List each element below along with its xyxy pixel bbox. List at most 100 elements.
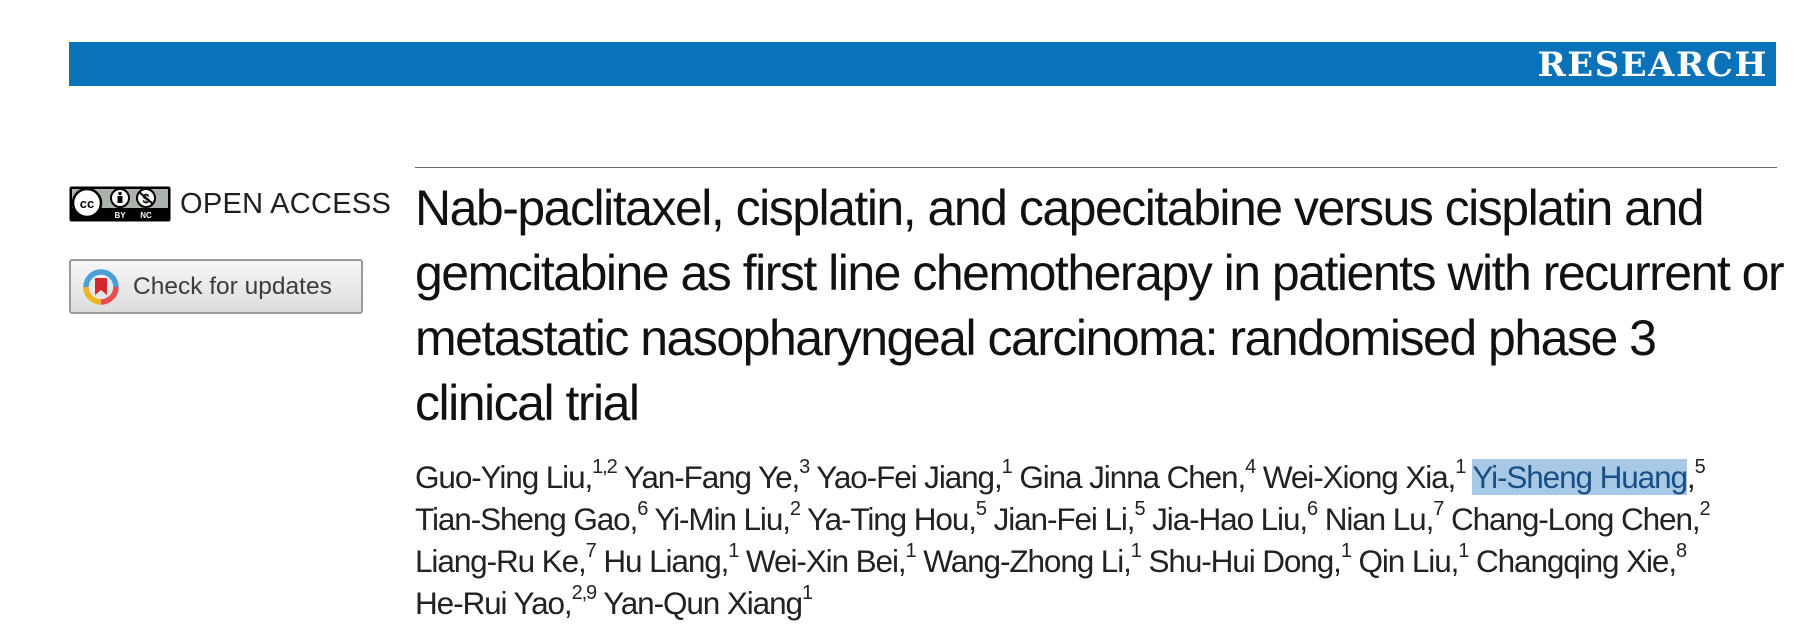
check-for-updates-button[interactable]: Check for updates: [69, 259, 363, 314]
author-list: Guo-Ying Liu,1,2 Yan-Fang Ye,3 Yao-Fei J…: [415, 456, 1812, 624]
author[interactable]: Wei-Xin Bei,1: [746, 540, 917, 579]
author-name: Qin Liu: [1358, 543, 1452, 579]
author[interactable]: Yan-Fang Ye,3: [623, 456, 811, 495]
author-name: Jia-Hao Liu: [1152, 501, 1300, 537]
author-name: Nian Lu: [1324, 501, 1427, 537]
author[interactable]: Nian Lu,7: [1324, 498, 1445, 537]
author-name: He-Rui Yao: [415, 585, 565, 621]
author-name: Ya-Ting Hou: [807, 501, 969, 537]
author[interactable]: Liang-Ru Ke,7: [415, 540, 597, 579]
affiliation-marker: 2: [1699, 498, 1711, 520]
affiliation-marker: 1: [1458, 540, 1469, 562]
author[interactable]: Gina Jinna Chen,4: [1019, 456, 1256, 495]
author-separator: ,: [897, 543, 907, 579]
cc-by-nc-icon[interactable]: cc $ BY NC: [69, 186, 171, 222]
author[interactable]: Ya-Ting Hou,5: [807, 499, 987, 537]
author-name: Yan-Fang Ye: [623, 459, 793, 495]
author-separator: ,: [629, 501, 639, 537]
author[interactable]: Yi-Min Liu,2: [654, 498, 801, 537]
author-name: Gina Jinna Chen: [1019, 459, 1238, 495]
author-separator: ,: [578, 543, 587, 579]
affiliation-marker: 6: [1307, 498, 1318, 520]
author-separator: ,: [563, 585, 573, 621]
author-separator: ,: [1333, 543, 1342, 579]
author[interactable]: Changqing Xie,8: [1475, 540, 1687, 579]
author-separator: ,: [1447, 459, 1457, 495]
author-separator: ,: [1299, 501, 1308, 537]
author[interactable]: Guo-Ying Liu,1,2: [415, 456, 618, 495]
author-name: Guo-Ying Liu: [415, 459, 586, 495]
affiliation-marker: 1,2: [592, 456, 618, 478]
svg-text:cc: cc: [80, 196, 94, 211]
author[interactable]: Yi-Sheng Huang,5: [1472, 456, 1706, 495]
author-separator: ,: [1686, 459, 1696, 495]
svg-text:BY: BY: [114, 211, 126, 220]
author-separator: ,: [720, 543, 730, 579]
author[interactable]: Wei-Xiong Xia,1: [1262, 456, 1467, 495]
affiliation-marker: 1: [905, 540, 917, 562]
author-name: Wang-Zhong Li: [923, 543, 1124, 579]
author-name: Yi-Sheng Huang: [1472, 459, 1688, 495]
open-access-label: OPEN ACCESS: [180, 187, 392, 220]
affiliation-marker: 5: [1694, 456, 1706, 478]
affiliation-marker: 6: [637, 498, 648, 520]
author-separator: ,: [782, 501, 791, 537]
author[interactable]: Tian-Sheng Gao,6: [415, 498, 648, 537]
author-line: Tian-Sheng Gao,6 Yi-Min Liu,2 Ya-Ting Ho…: [415, 498, 1812, 540]
affiliation-marker: 8: [1675, 540, 1687, 562]
author-line: He-Rui Yao,2,9 Yan-Qun Xiang1: [415, 582, 1812, 624]
section-header-bar: RESEARCH: [69, 42, 1776, 86]
affiliation-marker: 5: [1134, 498, 1145, 520]
author[interactable]: Chang-Long Chen,2: [1450, 498, 1711, 537]
affiliation-marker: 1: [801, 582, 813, 604]
author-separator: ,: [1126, 501, 1136, 537]
affiliation-marker: 7: [585, 540, 597, 562]
author-name: Jian-Fei Li: [993, 501, 1128, 537]
author[interactable]: Yao-Fei Jiang,1: [816, 456, 1013, 495]
author[interactable]: Shu-Hui Dong,1: [1148, 540, 1352, 579]
affiliation-marker: 1: [728, 540, 739, 562]
author-name: Chang-Long Chen: [1450, 501, 1693, 537]
author-separator: ,: [968, 501, 977, 537]
affiliation-marker: 4: [1245, 456, 1256, 478]
author-separator: ,: [584, 459, 594, 495]
author[interactable]: Yan-Qun Xiang1: [603, 582, 813, 621]
affiliation-marker: 7: [1433, 498, 1444, 520]
affiliation-marker: 1: [1455, 456, 1466, 478]
author-name: Liang-Ru Ke: [415, 543, 579, 579]
author-separator: ,: [1668, 543, 1677, 579]
author-separator: ,: [1691, 501, 1701, 537]
author-name: Tian-Sheng Gao: [415, 501, 631, 537]
affiliation-marker: 2,9: [571, 582, 598, 604]
title-divider: [415, 167, 1777, 168]
author-separator: ,: [791, 459, 800, 495]
author-separator: ,: [1237, 459, 1246, 495]
author-separator: ,: [1450, 543, 1460, 579]
author-name: Hu Liang: [603, 543, 721, 579]
author-line: Liang-Ru Ke,7 Hu Liang,1 Wei-Xin Bei,1 W…: [415, 540, 1812, 582]
crossmark-icon: [83, 268, 119, 305]
author-separator: ,: [1123, 543, 1132, 579]
affiliation-marker: 2: [789, 498, 801, 520]
author-name: Wei-Xiong Xia: [1262, 459, 1449, 495]
check-for-updates-label: Check for updates: [133, 272, 332, 300]
author-line: Guo-Ying Liu,1,2 Yan-Fang Ye,3 Yao-Fei J…: [415, 456, 1812, 498]
affiliation-marker: 1: [1001, 456, 1013, 478]
affiliation-marker: 1: [1130, 540, 1142, 562]
author[interactable]: Jian-Fei Li,5: [993, 498, 1146, 537]
author[interactable]: Qin Liu,1: [1358, 540, 1470, 579]
author[interactable]: Wang-Zhong Li,1: [923, 540, 1142, 579]
section-label: RESEARCH: [1537, 45, 1768, 85]
affiliation-marker: 1: [1340, 540, 1352, 562]
author-name: Shu-Hui Dong: [1148, 543, 1334, 579]
author-separator: ,: [993, 459, 1003, 495]
author-separator: ,: [1425, 501, 1435, 537]
svg-text:NC: NC: [140, 211, 152, 220]
author-name: Yi-Min Liu: [654, 501, 783, 537]
affiliation-marker: 3: [799, 456, 810, 478]
author[interactable]: Hu Liang,1: [603, 540, 739, 579]
author-name: Changqing Xie: [1475, 543, 1669, 579]
author-name: Yao-Fei Jiang: [816, 459, 995, 495]
author[interactable]: Jia-Hao Liu,6: [1152, 498, 1318, 537]
author[interactable]: He-Rui Yao,2,9: [415, 582, 598, 621]
